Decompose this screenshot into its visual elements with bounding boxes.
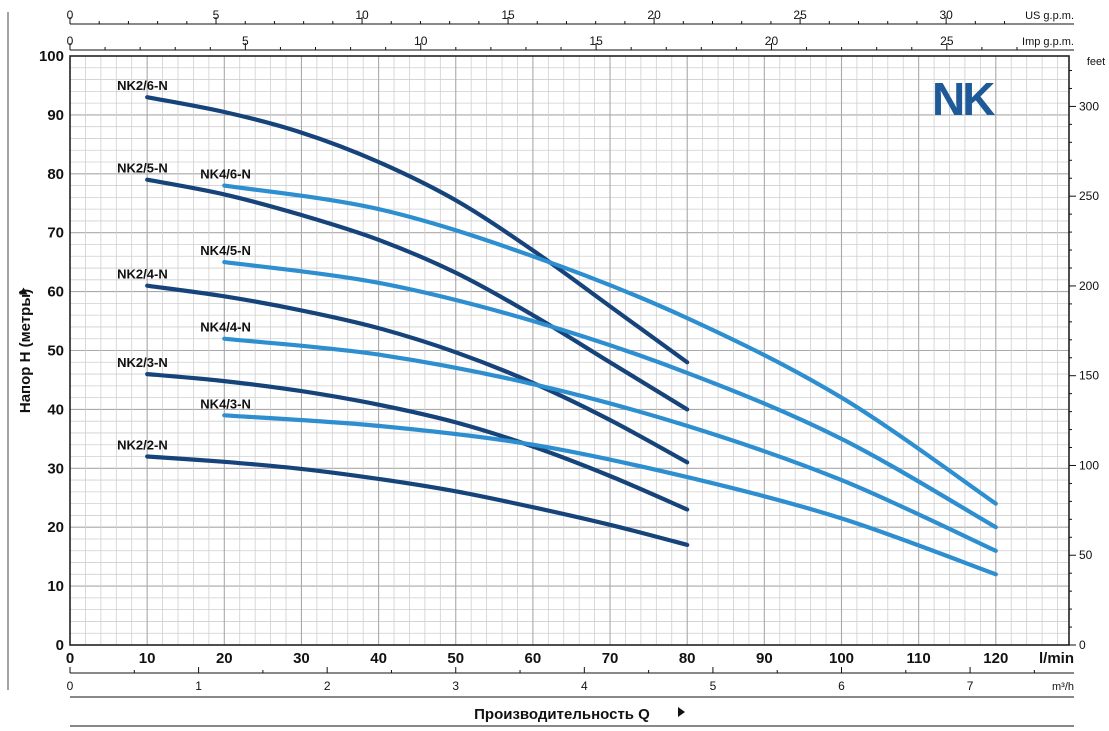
- x-axis-title: Производительность Q: [474, 706, 650, 723]
- feet-tick-label: 100: [1079, 458, 1099, 472]
- series-line-nk2-2-n: [145, 454, 690, 547]
- series-label-nk4-4-n: NK4/4-N: [200, 320, 251, 335]
- series-line-nk2-4-n: [145, 283, 690, 465]
- y-tick-label: 40: [47, 401, 64, 418]
- series-label-nk4-3-n: NK4/3-N: [200, 396, 251, 411]
- y-tick-label: 60: [47, 284, 64, 301]
- y-tick-label: 10: [47, 578, 64, 595]
- series-line-nk2-5-n: [145, 177, 690, 412]
- grid: [70, 56, 1069, 645]
- series-line-nk2-3-n: [145, 372, 690, 512]
- series-line-nk4-5-n: [222, 260, 998, 530]
- plot-border: [69, 55, 1070, 646]
- us-gpm-tick-label: 15: [501, 8, 515, 22]
- imp-gpm-tick-label: 5: [242, 34, 249, 48]
- x-title-arrow-icon: [678, 707, 685, 717]
- series-label-nk2-2-n: NK2/2-N: [117, 438, 168, 453]
- x-tick-label: 60: [525, 650, 542, 667]
- us-gpm-tick-label: 10: [355, 8, 369, 22]
- x-tick-label: 30: [293, 650, 310, 667]
- imp-gpm-tick-label: 25: [940, 34, 954, 48]
- x-tick-label: 40: [370, 650, 387, 667]
- y-tick-label: 50: [47, 343, 64, 360]
- x-tick-label: 110: [907, 650, 931, 667]
- m3h-tick-label: 6: [838, 679, 845, 693]
- imp-gpm-tick-label: 10: [414, 34, 428, 48]
- series-label-nk2-6-n: NK2/6-N: [117, 78, 168, 93]
- m3h-tick-label: 1: [195, 679, 202, 693]
- feet-tick-label: 0: [1079, 638, 1086, 652]
- x-tick-label: 70: [602, 650, 619, 667]
- m3h-tick-label: 2: [324, 679, 331, 693]
- m3h-tick-label: 5: [710, 679, 717, 693]
- imp-gpm-tick-label: 15: [589, 34, 603, 48]
- y-title-arrow-icon: [19, 287, 28, 295]
- y-tick-label: 90: [47, 107, 64, 124]
- x-tick-label: 20: [216, 650, 233, 667]
- m3h-unit-label: m³/h: [1052, 681, 1074, 693]
- imp-gpm-tick-label: 0: [67, 34, 74, 48]
- x-tick-label: 0: [66, 650, 74, 667]
- series-line-nk4-3-n: [222, 413, 998, 577]
- x-tick-label: 90: [756, 650, 773, 667]
- x-tick-label: 120: [983, 650, 1008, 667]
- us-gpm-unit-label: US g.p.m.: [1025, 10, 1074, 22]
- imp-gpm-tick-label: 20: [765, 34, 779, 48]
- series-line-nk2-6-n: [145, 95, 690, 365]
- m3h-tick-label: 3: [452, 679, 459, 693]
- x-unit-label: l/min: [1039, 650, 1074, 667]
- m3h-tick-label: 7: [967, 679, 974, 693]
- us-gpm-tick-label: 0: [67, 8, 74, 22]
- y-tick-label: 0: [56, 637, 64, 654]
- m3h-tick-label: 0: [67, 679, 74, 693]
- y-tick-label: 30: [47, 460, 64, 477]
- m3h-tick-label: 4: [581, 679, 588, 693]
- y-tick-label: 100: [39, 48, 64, 65]
- feet-tick-label: 50: [1079, 548, 1093, 562]
- us-gpm-tick-label: 30: [939, 8, 953, 22]
- series-labels: NK2/6-N NK2/5-N NK2/4-N NK2/3-N NK2/2-N NK4/6…: [117, 78, 251, 452]
- x-tick-label: 80: [679, 650, 696, 667]
- feet-tick-label: 200: [1079, 279, 1099, 293]
- x-tick-label: 50: [447, 650, 464, 667]
- series-label-nk4-6-n: NK4/6-N: [200, 167, 251, 182]
- plot-frame: [7, 12, 1074, 727]
- series-label-nk2-3-n: NK2/3-N: [117, 355, 168, 370]
- y-tick-label: 80: [47, 166, 64, 183]
- us-gpm-tick-label: 25: [793, 8, 807, 22]
- feet-tick-label: 150: [1079, 369, 1099, 383]
- series-label-nk2-4-n: NK2/4-N: [117, 267, 168, 282]
- imp-gpm-unit-label: Imp g.p.m.: [1022, 36, 1074, 48]
- series-line-nk4-4-n: [222, 336, 998, 553]
- series-label-nk2-5-n: NK2/5-N: [117, 161, 168, 176]
- feet-tick-label: 300: [1079, 99, 1099, 113]
- x-tick-label: 100: [829, 650, 854, 667]
- x-tick-label: 10: [139, 650, 156, 667]
- feet-unit-label: feet: [1087, 56, 1105, 68]
- y-axis-title: Напор H (метры): [17, 289, 34, 413]
- series-lines: [145, 95, 998, 577]
- us-gpm-tick-label: 20: [647, 8, 661, 22]
- us-gpm-tick-label: 5: [213, 8, 220, 22]
- y-tick-label: 20: [47, 519, 64, 536]
- series-line-nk4-6-n: [222, 183, 998, 506]
- y-tick-label: 70: [47, 225, 64, 242]
- feet-tick-label: 250: [1079, 189, 1099, 203]
- series-label-nk4-5-n: NK4/5-N: [200, 243, 251, 258]
- nk-logo: NK: [932, 73, 995, 125]
